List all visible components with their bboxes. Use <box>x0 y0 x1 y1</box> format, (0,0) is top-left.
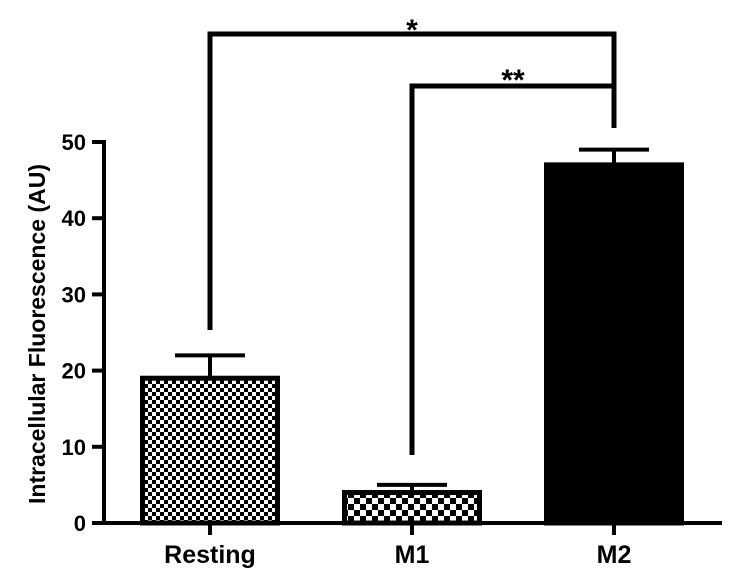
significance-bracket <box>207 31 617 330</box>
bar-m2 <box>544 162 684 526</box>
y-tick-label: 30 <box>62 282 86 307</box>
bar-m1 <box>342 490 482 526</box>
significance-label: ** <box>501 64 525 97</box>
y-tick-label: 20 <box>62 359 86 384</box>
significance-bracket <box>409 83 617 455</box>
x-tick-label: M2 <box>597 541 632 569</box>
y-axis-label: Intracellular Fluorescence (AU) <box>24 164 50 504</box>
y-tick-label: 40 <box>62 206 86 231</box>
y-tick-label: 10 <box>62 435 86 460</box>
bar-resting <box>140 375 280 526</box>
significance-label: * <box>406 14 418 47</box>
x-tick-label: Resting <box>164 541 256 569</box>
y-tick-label: 50 <box>62 130 86 155</box>
y-tick-label: 0 <box>74 511 86 536</box>
x-tick-label: M1 <box>395 541 430 569</box>
